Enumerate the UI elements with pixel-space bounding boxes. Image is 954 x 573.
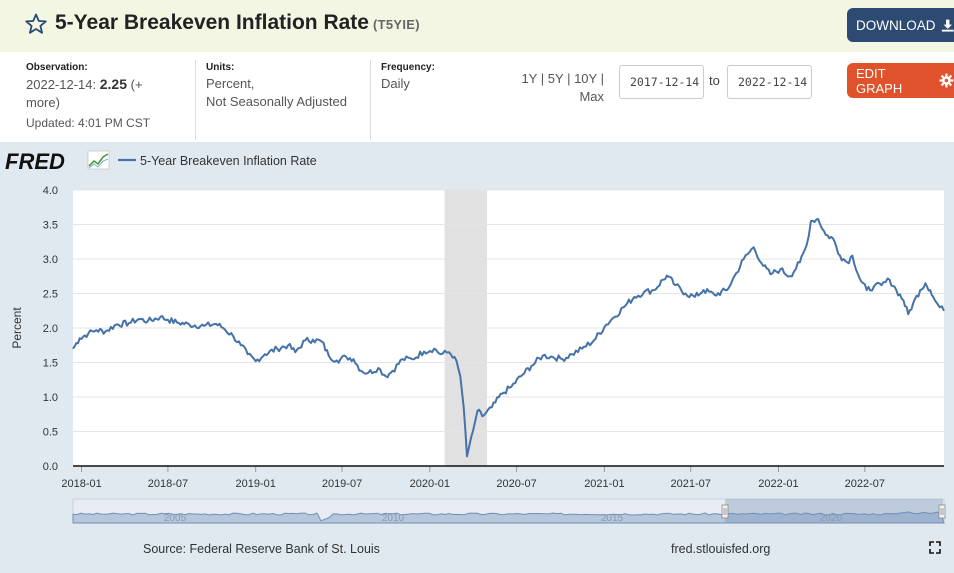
x-tick-label: 2018-01 xyxy=(61,478,101,490)
x-tick-label: 2019-07 xyxy=(322,478,362,490)
download-button[interactable]: DOWNLOAD xyxy=(847,8,954,42)
x-axis-ticks: 2018-01 2018-07 2019-01 2019-07 2020-01 2020-… xyxy=(61,466,885,490)
x-tick-label: 2021-07 xyxy=(671,478,711,490)
navigator-year-label: 2005 xyxy=(164,513,187,524)
gridlines xyxy=(73,189,944,432)
y-tick-label: 2.0 xyxy=(43,323,58,335)
edit-graph-label: EDIT GRAPH xyxy=(856,65,903,96)
range-5y[interactable]: 5Y xyxy=(547,71,564,86)
range-selector: 1Y | 5Y | 10Y | Max xyxy=(512,70,604,106)
series-id: (T5YIE) xyxy=(372,17,420,32)
navigator-handle-right[interactable] xyxy=(938,504,946,519)
range-navigator[interactable]: 2005 2010 2015 2020 xyxy=(72,498,946,524)
graph-panel: FRED 5-Year Breakeven Inflation Rate 0.0… xyxy=(0,142,954,573)
star-icon[interactable] xyxy=(24,12,48,36)
end-date-input[interactable]: 2022-12-14 xyxy=(727,65,812,99)
range-sep: | xyxy=(600,71,604,86)
units-line-2: Not Seasonally Adjusted xyxy=(206,94,347,109)
fullscreen-icon[interactable] xyxy=(929,541,941,554)
y-tick-label: 4.0 xyxy=(43,185,58,197)
gear-icon xyxy=(939,73,954,88)
series-line[interactable] xyxy=(72,218,945,458)
observation-block: Observation: 2022-12-14: 2.25 (+ more) U… xyxy=(26,62,191,130)
page-title: 5-Year Breakeven Inflation Rate (T5YIE) xyxy=(55,11,420,35)
y-tick-label: 1.0 xyxy=(43,392,58,404)
observation-number: 2.25 xyxy=(99,76,127,92)
y-tick-label: 3.5 xyxy=(43,220,58,232)
more-link-2[interactable]: more) xyxy=(26,95,60,110)
updated-text: Updated: 4:01 PM CST xyxy=(26,116,151,130)
y-tick-label: 0.0 xyxy=(43,461,58,473)
y-tick-label: 1.5 xyxy=(43,358,58,370)
divider xyxy=(370,60,371,140)
legend-label: 5-Year Breakeven Inflation Rate xyxy=(140,154,317,168)
more-link[interactable]: (+ xyxy=(130,77,143,92)
units-label: Units: xyxy=(206,62,235,73)
navigator-selection[interactable] xyxy=(725,499,943,523)
edit-graph-button[interactable]: EDIT GRAPH xyxy=(847,63,954,98)
divider xyxy=(195,60,196,140)
title-bar: 5-Year Breakeven Inflation Rate (T5YIE) D… xyxy=(0,0,954,52)
to-label: to xyxy=(709,73,720,88)
y-axis-ticks: 0.0 0.5 1.0 1.5 2.0 2.5 3.0 3.5 4.0 xyxy=(43,185,58,473)
x-tick-label: 2018-07 xyxy=(148,478,188,490)
observation-value: 2022-12-14: 2.25 (+ more) xyxy=(26,75,191,112)
y-tick-label: 2.5 xyxy=(43,289,58,301)
observation-label: Observation: xyxy=(26,62,88,73)
start-date-input[interactable]: 2017-12-14 xyxy=(619,65,704,99)
source-text: Source: Federal Reserve Bank of St. Loui… xyxy=(143,542,380,556)
fred-logo-graph-icon xyxy=(87,150,110,170)
range-sep: | xyxy=(540,71,545,86)
navigator-labels: 2005 2010 2015 2020 xyxy=(164,513,843,524)
x-tick-label: 2020-07 xyxy=(496,478,536,490)
download-label: DOWNLOAD xyxy=(856,17,936,33)
range-10y[interactable]: 10Y xyxy=(574,71,597,86)
units-block: Units: Percent, Not Seasonally Adjusted xyxy=(206,62,366,111)
site-link[interactable]: fred.stlouisfed.org xyxy=(671,542,770,556)
navigator-handle-left[interactable] xyxy=(721,504,729,519)
range-sep: | xyxy=(567,71,571,86)
navigator-year-label: 2010 xyxy=(382,513,405,524)
x-tick-label: 2020-01 xyxy=(410,478,450,490)
units-line-1: Percent, xyxy=(206,76,255,91)
line-chart[interactable]: FRED 5-Year Breakeven Inflation Rate 0.0… xyxy=(0,142,954,573)
fred-logo[interactable]: FRED xyxy=(5,149,65,174)
x-tick-label: 2022-07 xyxy=(845,478,885,490)
series-title: 5-Year Breakeven Inflation Rate xyxy=(55,11,369,34)
observation-date: 2022-12-14: xyxy=(26,77,97,92)
range-1y[interactable]: 1Y xyxy=(521,71,538,86)
x-tick-label: 2021-01 xyxy=(584,478,624,490)
frequency-label: Frequency: xyxy=(381,62,435,73)
frequency-value: Daily xyxy=(381,76,410,91)
frequency-block: Frequency: Daily xyxy=(381,62,461,93)
navigator-year-label: 2020 xyxy=(820,513,843,524)
x-tick-label: 2019-01 xyxy=(236,478,276,490)
range-max[interactable]: Max xyxy=(579,89,604,104)
x-tick-label: 2022-01 xyxy=(758,478,798,490)
y-tick-label: 3.0 xyxy=(43,254,58,266)
navigator-year-label: 2015 xyxy=(601,513,624,524)
y-axis-label: Percent xyxy=(10,307,24,349)
y-tick-label: 0.5 xyxy=(43,427,58,439)
download-icon xyxy=(941,19,954,32)
